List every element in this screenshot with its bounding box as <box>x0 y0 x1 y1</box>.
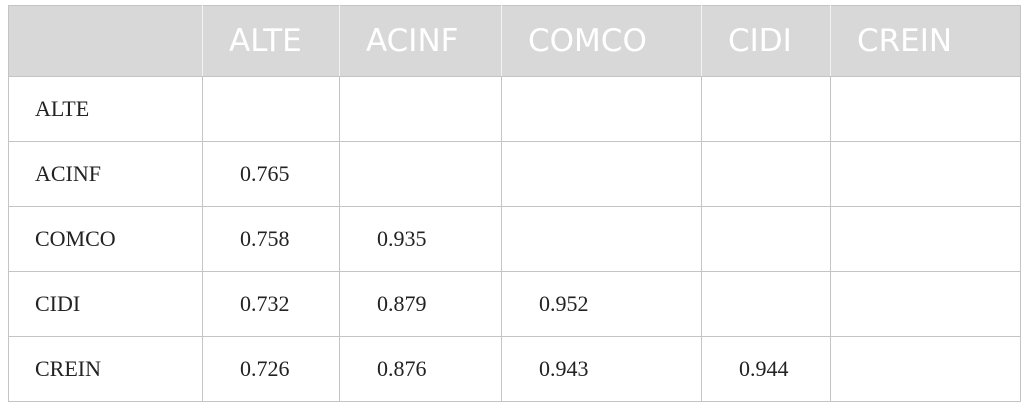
value-cell <box>339 76 502 142</box>
value-cell <box>501 76 702 142</box>
table-row: COMCO 0.758 0.935 <box>8 206 1021 272</box>
value-cell <box>339 141 502 207</box>
header-row: ALTE ACINF COMCO CIDI CREIN <box>8 5 1021 77</box>
value-cell: 0.732 <box>202 271 340 337</box>
column-header: CREIN <box>830 5 1021 77</box>
value-cell <box>501 141 702 207</box>
value-cell <box>202 76 340 142</box>
column-header: ACINF <box>339 5 502 77</box>
value-cell <box>830 271 1021 337</box>
value-cell <box>830 76 1021 142</box>
row-label: ACINF <box>8 141 203 207</box>
corner-cell <box>8 5 203 77</box>
column-header: COMCO <box>501 5 702 77</box>
value-cell <box>701 76 831 142</box>
value-cell <box>701 206 831 272</box>
value-cell: 0.952 <box>501 271 702 337</box>
row-label: CREIN <box>8 336 203 402</box>
value-cell: 0.943 <box>501 336 702 402</box>
value-cell <box>830 141 1021 207</box>
column-header: ALTE <box>202 5 340 77</box>
value-cell: 0.726 <box>202 336 340 402</box>
value-cell: 0.876 <box>339 336 502 402</box>
column-header: CIDI <box>701 5 831 77</box>
table-row: ACINF 0.765 <box>8 141 1021 207</box>
value-cell: 0.944 <box>701 336 831 402</box>
value-cell <box>501 206 702 272</box>
table-row: CIDI 0.732 0.879 0.952 <box>8 271 1021 337</box>
row-label: CIDI <box>8 271 203 337</box>
table-row: CREIN 0.726 0.876 0.943 0.944 <box>8 336 1021 402</box>
value-cell: 0.758 <box>202 206 340 272</box>
correlation-table: ALTE ACINF COMCO CIDI CREIN ALTE ACINF 0.765 CO… <box>8 5 1021 402</box>
value-cell <box>701 271 831 337</box>
value-cell <box>701 141 831 207</box>
row-label: ALTE <box>8 76 203 142</box>
table-body: ALTE ACINF 0.765 COMCO 0.758 0.935 CIDI 0.732 0.… <box>8 76 1021 402</box>
row-label: COMCO <box>8 206 203 272</box>
value-cell <box>830 336 1021 402</box>
table-row: ALTE <box>8 76 1021 142</box>
value-cell: 0.935 <box>339 206 502 272</box>
value-cell <box>830 206 1021 272</box>
value-cell: 0.765 <box>202 141 340 207</box>
value-cell: 0.879 <box>339 271 502 337</box>
